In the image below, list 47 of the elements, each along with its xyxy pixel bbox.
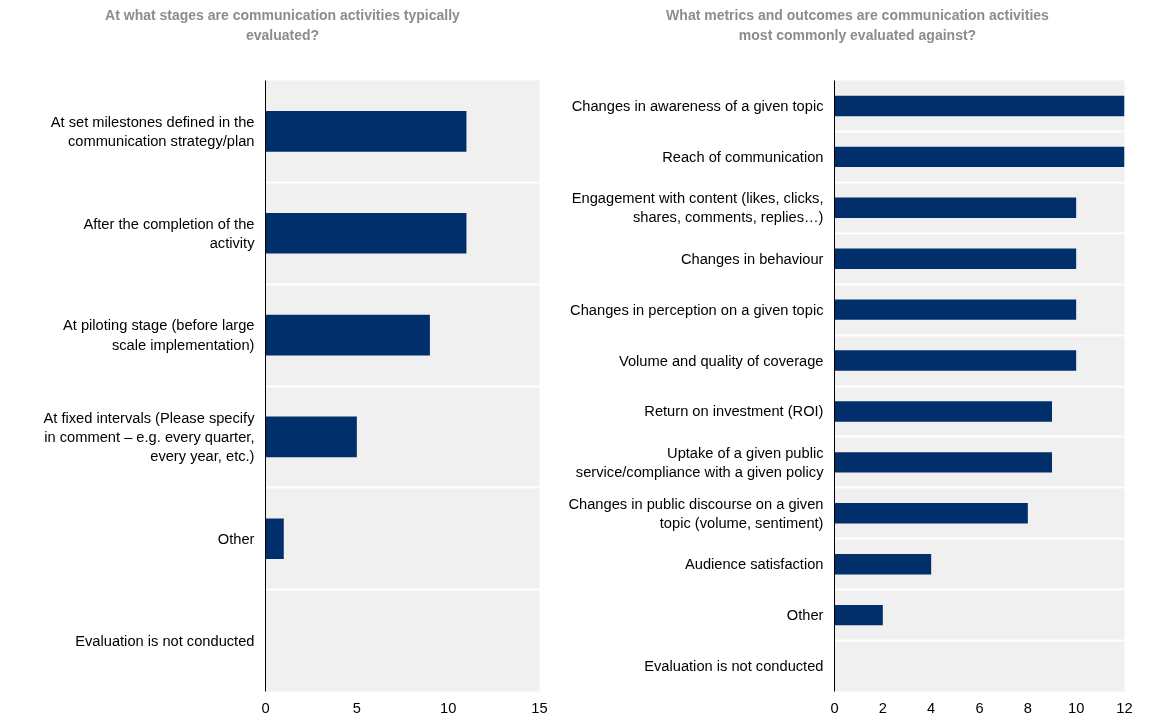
y-tick-label: Other xyxy=(217,530,255,547)
y-tick-label: After the completion of the activity xyxy=(83,215,256,251)
bar xyxy=(834,146,1125,168)
y-tick-label: Changes in behaviour xyxy=(680,250,824,267)
bar xyxy=(834,554,932,575)
y-tick-label: Evaluation is not conducted xyxy=(644,658,824,675)
x-tick-label: 10 xyxy=(440,699,457,714)
y-tick-label: At set milestones defined in the communication strategy/plan xyxy=(50,113,255,150)
y-tick-label: Reach of communication xyxy=(662,148,824,165)
bar xyxy=(265,416,357,458)
y-tick-label: Audience satisfaction xyxy=(685,556,824,573)
bar xyxy=(265,111,467,152)
bar xyxy=(834,197,1077,218)
bar xyxy=(834,452,1052,473)
chart-title: What metrics and outcomes are communication activities most commonly evaluated against? xyxy=(666,6,1049,45)
chart-title: At what stages are communication activities typically evaluated? xyxy=(105,6,460,45)
bar xyxy=(265,518,284,560)
y-tick-label: Changes in public discourse on a given topic (volume, sentiment) xyxy=(568,495,824,531)
x-tick-label: 15 xyxy=(531,699,548,714)
bar xyxy=(834,401,1052,422)
x-tick-label: 6 xyxy=(975,699,984,714)
y-tick-label: Volume and quality of coverage xyxy=(618,352,824,369)
y-tick-label: At piloting stage (before large scale implementation) xyxy=(63,317,255,353)
x-tick-label: 8 xyxy=(1023,699,1032,714)
x-tick-label: 12 xyxy=(1116,699,1133,714)
y-tick-label: Uptake of a given public service/compliance with a given policy xyxy=(575,444,825,480)
y-tick-label: Evaluation is not conducted xyxy=(75,632,255,649)
y-tick-label: At fixed intervals (Please specify in comment – e.g. every quarter, every year, etc.) xyxy=(43,409,256,465)
y-tick-label: Other xyxy=(786,607,824,624)
bar xyxy=(834,503,1028,524)
x-tick-label: 10 xyxy=(1068,699,1085,714)
x-tick-label: 2 xyxy=(878,699,887,714)
bar xyxy=(834,248,1077,269)
bar xyxy=(265,314,430,356)
y-tick-label: Changes in awareness of a given topic xyxy=(571,97,824,114)
x-tick-label: 4 xyxy=(927,699,936,714)
bar xyxy=(834,350,1077,371)
y-tick-label: Changes in perception on a given topic xyxy=(570,301,824,318)
bar xyxy=(834,604,883,626)
x-tick-label: 0 xyxy=(261,699,270,714)
x-tick-label: 0 xyxy=(830,699,839,714)
bar xyxy=(834,299,1077,320)
y-tick-label: Engagement with content (likes, clicks, shares, comments, replies…) xyxy=(571,190,824,226)
bar xyxy=(834,95,1125,117)
bar xyxy=(265,212,467,254)
y-tick-label: Return on investment (ROI) xyxy=(644,403,824,420)
x-tick-label: 5 xyxy=(352,699,361,714)
